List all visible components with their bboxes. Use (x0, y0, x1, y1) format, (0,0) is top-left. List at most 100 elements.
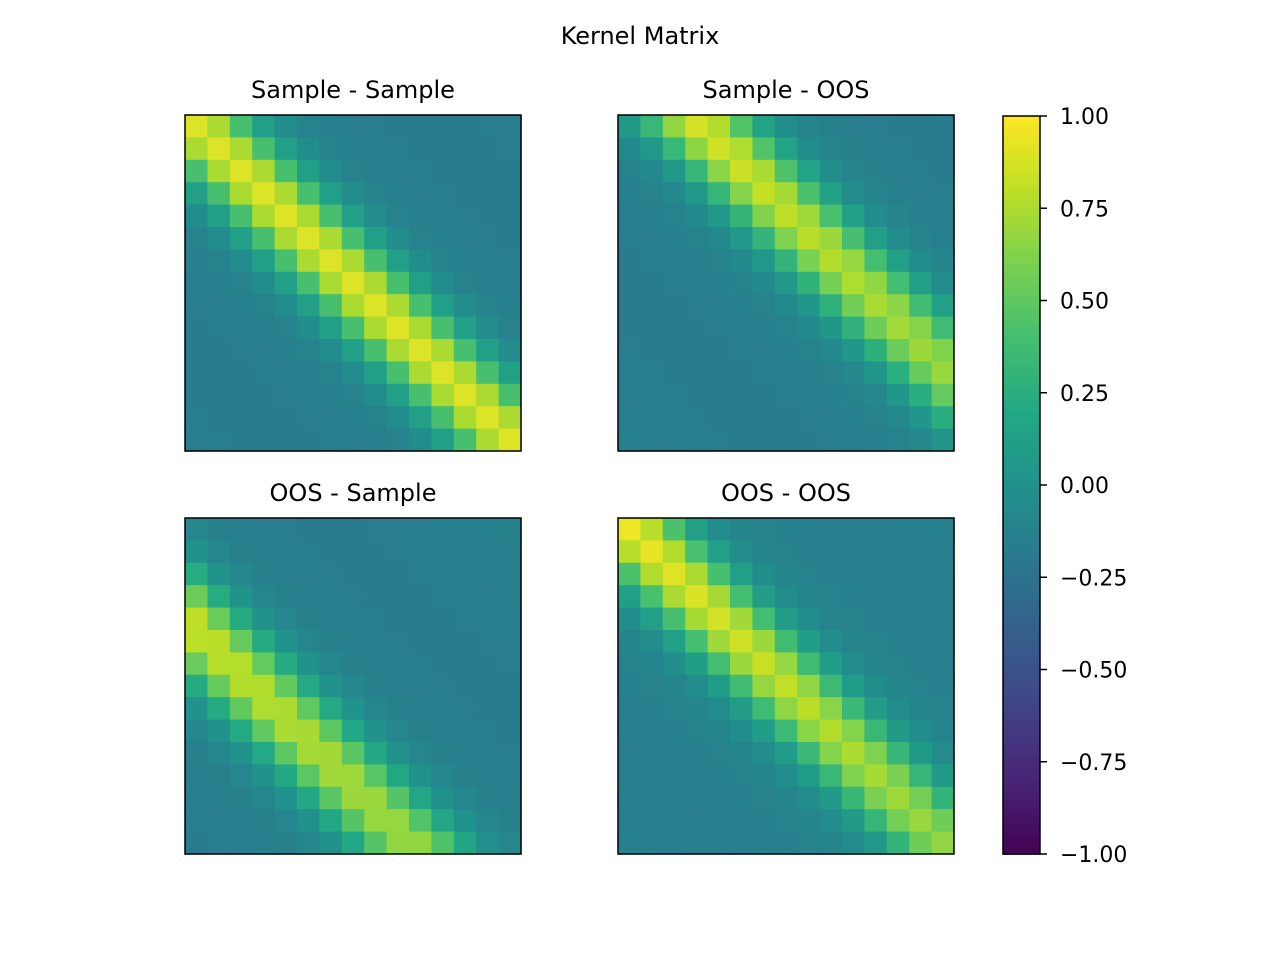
heatmap-cell (297, 159, 320, 183)
heatmap-cell (640, 540, 664, 564)
heatmap-cell (931, 831, 955, 855)
heatmap-cell (498, 719, 522, 743)
heatmap-cell (409, 204, 432, 228)
colorbar-segment (1003, 700, 1040, 708)
colorbar-segment (1003, 540, 1040, 548)
heatmap-cell (618, 540, 641, 564)
heatmap-cell (774, 719, 798, 743)
heatmap-cell (476, 316, 500, 340)
figure-title: Kernel Matrix (561, 22, 720, 50)
colorbar-segment (1003, 220, 1040, 228)
heatmap-cell (207, 204, 231, 228)
heatmap-cell (842, 786, 865, 810)
heatmap-cell (864, 786, 888, 810)
heatmap-cell (453, 719, 477, 743)
heatmap-cell (498, 339, 522, 362)
heatmap-cell (662, 674, 686, 698)
heatmap-cell (909, 786, 933, 810)
heatmap-cell (909, 607, 933, 631)
heatmap-cell (229, 518, 253, 541)
colorbar-segment (1003, 134, 1040, 142)
heatmap-cell (364, 674, 388, 698)
heatmap-cell (453, 674, 477, 698)
heatmap-cell (185, 562, 208, 586)
heatmap-cell (662, 182, 686, 206)
colorbar-segment (1003, 146, 1040, 154)
heatmap-cell (797, 562, 821, 586)
heatmap-cell (207, 227, 231, 250)
colorbar-segment (1003, 694, 1040, 702)
heatmap-cell (252, 249, 276, 273)
heatmap-cell (252, 697, 276, 721)
heatmap-cell (618, 249, 641, 273)
heatmap-cell (229, 674, 253, 698)
heatmap-cell (886, 182, 910, 206)
heatmap-cell (185, 159, 208, 183)
heatmap-cell (207, 764, 231, 788)
heatmap-cell (707, 182, 731, 206)
heatmap-cell (409, 137, 432, 161)
heatmap-cell (886, 428, 910, 452)
heatmap-cell (730, 249, 753, 273)
heatmap-cell (842, 674, 865, 698)
heatmap-cell (864, 809, 888, 833)
heatmap-cell (207, 742, 231, 765)
colorbar-segment (1003, 448, 1040, 456)
heatmap-cell (476, 652, 500, 676)
heatmap-cell (498, 540, 522, 564)
heatmap-cell (730, 719, 753, 743)
heatmap-cell (252, 607, 276, 631)
heatmap-cell (207, 182, 231, 206)
heatmap-cell (618, 697, 641, 721)
heatmap-cell (207, 383, 231, 407)
heatmap-cell (319, 607, 343, 631)
heatmap-cell (274, 585, 298, 609)
heatmap-cell (476, 764, 500, 788)
heatmap-cell (685, 652, 709, 676)
heatmap-cell (618, 383, 641, 407)
heatmap-cell (319, 182, 343, 206)
colorbar-segment (1003, 731, 1040, 738)
heatmap-cell (274, 137, 298, 161)
heatmap-cell (364, 383, 388, 407)
heatmap-cell (707, 697, 731, 721)
heatmap-cell (453, 630, 477, 653)
heatmap-cell (797, 159, 821, 183)
heatmap-cell (386, 316, 410, 340)
heatmap-cell (431, 159, 455, 183)
heatmap-cell (386, 607, 410, 631)
heatmap-cell (819, 518, 843, 541)
heatmap-cell (707, 562, 731, 586)
heatmap-cell (207, 137, 231, 161)
heatmap-cell (909, 518, 933, 541)
heatmap-cell (498, 137, 522, 161)
heatmap-cell (886, 383, 910, 407)
heatmap-cell (453, 607, 477, 631)
heatmap-cell (819, 316, 843, 340)
heatmap-cell (185, 115, 208, 138)
heatmap-cell (274, 383, 298, 407)
heatmap-cell (341, 585, 365, 609)
heatmap-cell (931, 786, 955, 810)
colorbar-segment (1003, 497, 1040, 505)
heatmap-cell (931, 607, 955, 631)
heatmap-cell (274, 607, 298, 631)
heatmap-cell (685, 361, 709, 385)
heatmap-cell (730, 204, 753, 228)
colorbar-tick-label: −0.50 (1060, 659, 1127, 684)
heatmap-cell (752, 652, 776, 676)
heatmap-cell (931, 719, 955, 743)
heatmap-cell (864, 742, 888, 765)
heatmap-cell (207, 249, 231, 273)
heatmap-cell (386, 227, 410, 250)
heatmap-cell (297, 674, 320, 698)
colorbar-segment (1003, 823, 1040, 831)
heatmap-cell (476, 204, 500, 228)
heatmap-cell (431, 249, 455, 273)
colorbar-segment (1003, 343, 1040, 351)
heatmap-cell (476, 585, 500, 609)
heatmap-cell (909, 630, 933, 653)
heatmap-cell (707, 339, 731, 362)
heatmap-cell (297, 786, 320, 810)
heatmap-cell (730, 630, 753, 653)
